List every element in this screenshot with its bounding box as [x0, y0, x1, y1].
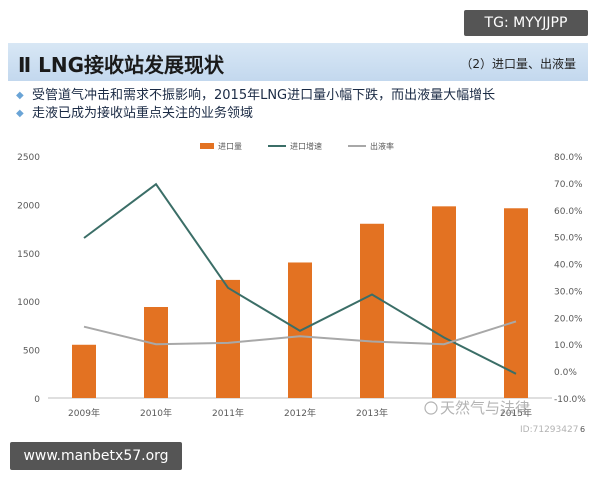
line-outflow-ratio — [83, 320, 517, 346]
x-tick-label: 2013年 — [356, 407, 388, 419]
watermark-chat-icon — [424, 401, 438, 415]
y-right-tick-label: 50.0% — [554, 234, 583, 244]
bullet-list: ◆ 受管道气冲击和需求不振影响，2015年LNG进口量小幅下跌，而出液量大幅增长… — [16, 87, 495, 123]
y-right-tick-label: 30.0% — [554, 287, 583, 297]
y-left-tick-label: 1000 — [17, 298, 40, 308]
bar-import-volume — [216, 279, 240, 398]
footer-url: www.manbetx57.org — [10, 442, 182, 470]
legend-label: 进口增速 — [290, 141, 322, 151]
bullet-text: 受管道气冲击和需求不振影响，2015年LNG进口量小幅下跌，而出液量大幅增长 — [32, 88, 496, 103]
bullet-item: ◆ 受管道气冲击和需求不振影响，2015年LNG进口量小幅下跌，而出液量大幅增长 — [16, 87, 495, 105]
legend-label: 出液率 — [370, 141, 394, 151]
overlay-tag: TG: MYYJJPP — [464, 10, 588, 36]
bar-import-volume — [144, 307, 168, 398]
y-right-tick-label: 80.0% — [554, 153, 583, 163]
bullet-diamond-icon: ◆ — [16, 108, 24, 119]
bar-import-volume — [432, 206, 456, 398]
bullet-diamond-icon: ◆ — [16, 90, 24, 101]
bullet-text: 走液已成为接收站重点关注的业务领域 — [32, 106, 254, 121]
watermark-text: 天然气与法律 — [440, 399, 530, 417]
x-tick-label: 2012年 — [284, 407, 316, 419]
legend-label: 进口量 — [218, 142, 242, 151]
y-right-tick-label: 10.0% — [554, 341, 583, 351]
bar-import-volume — [72, 344, 96, 398]
watermark-id: ID:71293427 — [520, 425, 578, 435]
y-right-tick-label: 40.0% — [554, 261, 583, 271]
y-left-tick-label: 2500 — [17, 153, 40, 163]
y-right-tick-label: 60.0% — [554, 207, 583, 217]
x-tick-label: 2010年 — [140, 407, 172, 419]
slide-header-band — [8, 43, 588, 81]
bar-import-volume — [360, 223, 384, 398]
y-right-tick-label: 20.0% — [554, 314, 583, 324]
y-left-tick-label: 500 — [23, 347, 40, 357]
x-tick-label: 2011年 — [212, 407, 244, 419]
x-tick-label: 2015年 — [500, 407, 532, 419]
bar-import-volume — [504, 208, 528, 398]
line-import-growth — [83, 182, 517, 375]
page-number: 6 — [580, 425, 585, 434]
y-left-tick-label: 1500 — [17, 250, 40, 260]
legend-swatch — [200, 143, 214, 149]
slide-title: Ⅱ LNG接收站发展现状 — [18, 53, 225, 77]
slide-subtitle: （2）进口量、出液量 — [460, 57, 576, 71]
y-left-tick-label: 0 — [34, 395, 40, 405]
x-tick-label: 2009年 — [68, 407, 100, 419]
y-right-tick-label: -10.0% — [554, 395, 586, 405]
y-right-tick-label: 0.0% — [554, 368, 577, 378]
y-left-tick-label: 2000 — [17, 201, 40, 211]
bullet-item: ◆ 走液已成为接收站重点关注的业务领域 — [16, 105, 495, 123]
y-right-tick-label: 70.0% — [554, 180, 583, 190]
